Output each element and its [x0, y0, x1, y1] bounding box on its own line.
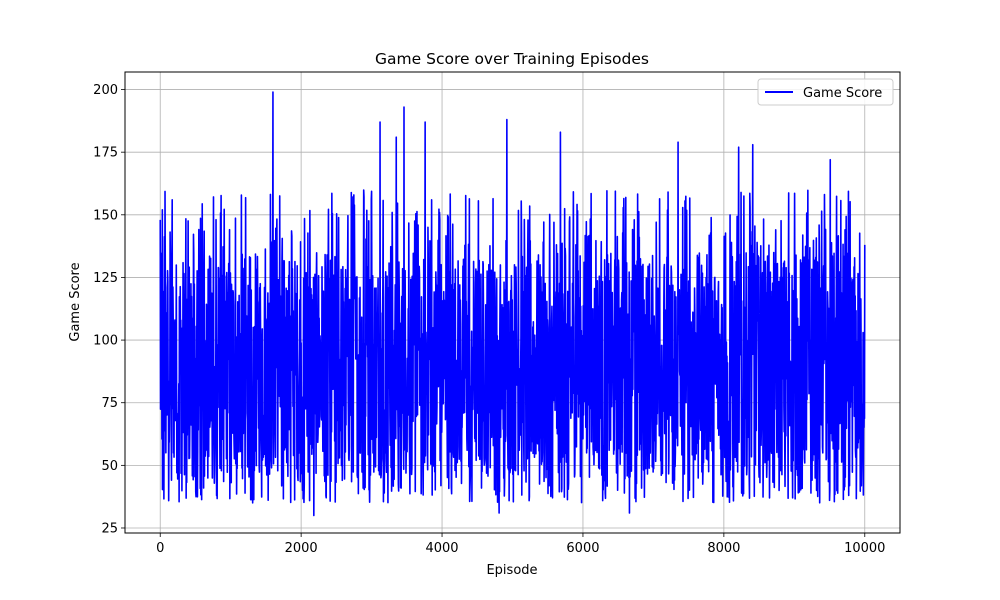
x-tick-label: 10000 [844, 541, 885, 556]
x-tick-label: 0 [156, 541, 164, 556]
legend: Game Score [757, 78, 894, 106]
chart-title: Game Score over Training Episodes [375, 50, 649, 68]
x-axis: 0 2000 4000 6000 8000 10000 [156, 533, 885, 556]
y-axis-title: Game Score [68, 262, 83, 341]
x-tick-label: 4000 [425, 541, 458, 556]
series-layer [159, 91, 866, 517]
y-tick-label: 100 [93, 334, 118, 349]
series-line-game-score [159, 91, 866, 517]
y-tick-label: 25 [101, 521, 118, 536]
legend-box [757, 78, 894, 106]
plot-frame [124, 71, 901, 534]
y-axis: 25 50 75 100 125 150 175 200 [93, 83, 125, 536]
x-axis-title: Episode [486, 563, 537, 578]
x-tick-label: 6000 [566, 541, 599, 556]
x-tick-label: 8000 [707, 541, 740, 556]
y-tick-label: 150 [93, 208, 118, 223]
x-tick-label: 2000 [285, 541, 318, 556]
y-tick-label: 175 [93, 146, 118, 161]
legend-label-game-score: Game Score [803, 86, 882, 101]
y-tick-label: 50 [101, 459, 118, 474]
y-tick-label: 125 [93, 271, 118, 286]
y-tick-label: 200 [93, 83, 118, 98]
y-tick-label: 75 [101, 396, 118, 411]
